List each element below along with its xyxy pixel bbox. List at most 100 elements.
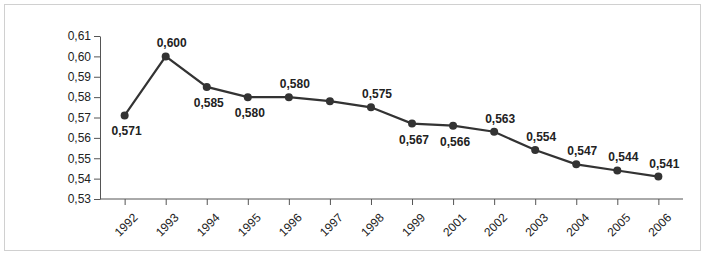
frame (5, 5, 701, 251)
y-tick-mark (94, 138, 100, 139)
x-tick: 1992 (112, 199, 141, 239)
x-tick: 1993 (153, 199, 182, 239)
y-tick-mark (94, 118, 100, 119)
x-tick-label: 2004 (563, 210, 592, 239)
x-tick-mark (166, 199, 167, 205)
x-tick: 1994 (194, 199, 223, 239)
x-tick: 2004 (563, 199, 592, 239)
y-axis-line (100, 37, 101, 200)
y-tick-label: 0,54 (68, 172, 92, 186)
y-tick-label: 0,57 (68, 111, 92, 125)
x-tick-label: 2001 (440, 210, 469, 239)
line (125, 56, 659, 176)
y-tick: 0,56 (68, 131, 100, 145)
marker (531, 146, 539, 154)
y-tick-label: 0,60 (68, 50, 92, 64)
data-label: 0,547 (567, 144, 597, 158)
marker (203, 83, 211, 91)
y-tick-label: 0,59 (68, 70, 92, 84)
x-tick-mark (289, 199, 290, 205)
x-tick-label: 1997 (317, 210, 346, 239)
y-tick-mark (94, 97, 100, 98)
data-label: 0,575 (362, 87, 392, 101)
plot-area (121, 52, 663, 180)
x-tick-mark (535, 199, 536, 205)
x-tick-label: 2002 (481, 210, 510, 239)
y-tick: 0,60 (68, 50, 100, 64)
x-tick: 1999 (399, 199, 428, 239)
y-tick: 0,58 (68, 90, 100, 104)
y-tick-label: 0,58 (68, 90, 92, 104)
marker (490, 128, 498, 136)
x-tick-label: 2006 (646, 210, 675, 239)
y-tick-mark (94, 56, 100, 57)
x-tick-mark (617, 199, 618, 205)
data-label: 0,571 (112, 124, 142, 138)
x-tick-mark (658, 199, 659, 205)
data-label: 0,585 (194, 96, 224, 110)
x-tick-mark (494, 199, 495, 205)
x-tick-label: 1995 (235, 210, 264, 239)
x-axis-line (100, 199, 683, 200)
x-tick-mark (412, 199, 413, 205)
data-label: 0,563 (485, 112, 515, 126)
marker (121, 111, 129, 119)
data-label: 0,580 (280, 77, 310, 91)
marker (162, 52, 170, 60)
y-tick: 0,54 (68, 172, 100, 186)
marker (613, 166, 621, 174)
data-label: 0,554 (526, 130, 556, 144)
y-tick: 0,55 (68, 152, 100, 166)
marker (285, 93, 293, 101)
data-label: 0,567 (399, 133, 429, 147)
x-axis: 1992 1993 1994 1995 1996 1997 1998 1999 2001 2002… (100, 199, 683, 239)
y-tick: 0,59 (68, 70, 100, 84)
y-tick-label: 0,53 (68, 192, 92, 206)
x-tick: 1996 (276, 199, 305, 239)
x-tick: 1997 (317, 199, 346, 239)
x-tick-label: 1998 (358, 210, 387, 239)
y-tick-mark (94, 179, 100, 180)
marker (408, 120, 416, 128)
data-label: 0,566 (440, 135, 470, 149)
x-tick: 2005 (604, 199, 633, 239)
x-tick: 2003 (522, 199, 551, 239)
y-tick-label: 0,56 (68, 131, 92, 145)
x-tick-mark (248, 199, 249, 205)
y-tick-mark (94, 199, 100, 200)
y-tick: 0,53 (68, 192, 100, 206)
marker (449, 122, 457, 130)
x-tick: 2001 (440, 199, 469, 239)
x-tick-label: 1996 (276, 210, 305, 239)
x-tick-label: 1993 (153, 210, 182, 239)
x-tick: 1998 (358, 199, 387, 239)
x-tick-mark (371, 199, 372, 205)
data-label: 0,544 (608, 150, 638, 164)
marker (654, 173, 662, 181)
x-tick-label: 2005 (604, 210, 633, 239)
x-tick-mark (453, 199, 454, 205)
y-tick-label: 0,61 (68, 29, 92, 43)
x-tick-label: 1992 (112, 210, 141, 239)
data-label: 0,541 (649, 157, 679, 171)
marker (572, 160, 580, 168)
data-label: 0,600 (157, 36, 187, 50)
y-tick-mark (94, 77, 100, 78)
chart: 0,53 0,54 0,55 0,56 0,57 0,58 0,59 0,60 0,61 1992… (0, 0, 705, 260)
x-tick-label: 2003 (522, 210, 551, 239)
y-tick-label: 0,55 (68, 152, 92, 166)
y-tick-mark (94, 158, 100, 159)
x-tick-mark (207, 199, 208, 205)
data-label: 0,580 (235, 106, 265, 120)
x-tick-label: 1994 (194, 210, 223, 239)
x-tick: 2002 (481, 199, 510, 239)
marker (367, 103, 375, 111)
marker (326, 97, 334, 105)
x-tick: 1995 (235, 199, 264, 239)
y-tick: 0,61 (68, 29, 100, 43)
x-tick: 2006 (646, 199, 675, 239)
x-tick-mark (576, 199, 577, 205)
x-tick-mark (125, 199, 126, 205)
x-tick-mark (330, 199, 331, 205)
y-axis: 0,53 0,54 0,55 0,56 0,57 0,58 0,59 0,60 0,61 (68, 29, 101, 206)
